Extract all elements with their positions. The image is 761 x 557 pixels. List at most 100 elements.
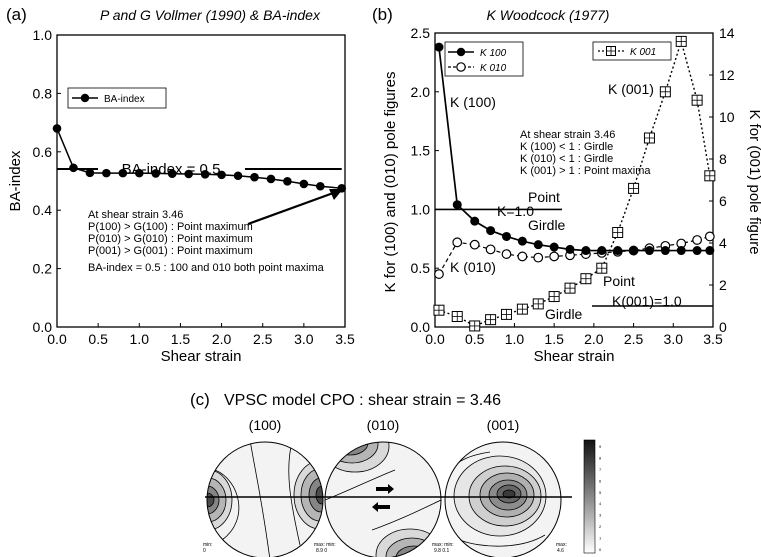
panel-b-y-tick-label: 2.0: [411, 84, 431, 100]
panel-a-legend: BA-index: [67, 87, 167, 109]
panel-a-y-tick-label: 0.4: [33, 202, 53, 218]
pole-figure-001: max: 4.6: [444, 441, 567, 557]
panel-b-series: [433, 35, 716, 332]
panel-a-point: [200, 169, 210, 179]
panel-a-reference-line: BA-index = 0.5: [57, 161, 342, 178]
panel-c-letter: (c): [190, 390, 210, 409]
point-k010: [533, 252, 544, 263]
legend-label-k001: K 001: [630, 47, 656, 58]
legend-marker-k001: [606, 46, 616, 56]
panel-a-x-tick-label: 3.0: [294, 331, 314, 347]
label-k-one: K=1.0: [497, 203, 534, 219]
pf100-min-value: 0: [203, 548, 206, 554]
panel-a-series: [52, 124, 347, 193]
point-k001: [580, 273, 592, 285]
point-k100: [676, 246, 686, 256]
panel-a-point: [184, 169, 193, 179]
panel-b-annotation-line-3: K (010) < 1 : Girdle: [520, 153, 613, 165]
panel-a-x-tick-label: 1.0: [130, 331, 150, 347]
panel-a-annotation-line-2: P(100) > G(100) : Point maximum: [88, 221, 253, 233]
pf001-max-label: max:: [556, 542, 567, 548]
point-k100: [486, 226, 496, 236]
panel-b-y-tick-label: 0.0: [411, 319, 431, 335]
panel-a-y-axis-title: BA-index: [7, 150, 24, 211]
panel-b-reference-lines: [435, 208, 713, 307]
contours-100: [207, 442, 323, 557]
point-k001: [532, 298, 544, 310]
panel-b-y2-tick-label: 10: [719, 109, 735, 125]
point-k100: [452, 200, 462, 210]
point-k010: [501, 249, 512, 259]
panel-b-annotation: At shear strain 3.46 K (100) < 1 : Girdl…: [520, 129, 651, 177]
scale-tick-label: 0: [599, 547, 602, 552]
panel-b-legend-right: K 001: [592, 41, 672, 61]
panel-a-ticks: 0.0 0.5 1.0 1.5 2.0 2.5 3.0 3.5 0.0 0.2 0.4 0.6 0.8 1…: [33, 27, 355, 347]
point-k001: [564, 282, 576, 294]
panel-b-y-axis-title: K for (100) and (010) pole figures: [382, 72, 399, 293]
pole-figure-100: min: 0 max: min: 8.9 0: [203, 441, 336, 557]
point-k001: [675, 35, 687, 47]
point-k100: [581, 246, 591, 256]
point-k100: [597, 246, 607, 256]
point-k001: [485, 314, 497, 326]
point-k010: [549, 251, 560, 262]
point-k001: [704, 170, 716, 182]
point-k010: [452, 237, 463, 248]
label-point-upper: Point: [528, 189, 560, 205]
panel-a-point: [250, 172, 259, 182]
point-k001: [548, 291, 560, 303]
label-point-lower: Point: [603, 273, 635, 289]
legend-marker-k010: [456, 62, 466, 72]
point-k100: [692, 246, 702, 256]
panel-a-point: [266, 174, 276, 184]
panel-a-point: [85, 168, 95, 178]
point-k001: [596, 262, 608, 274]
panel-c-cpo: (c) VPSC model CPO : shear strain = 3.46…: [190, 390, 602, 557]
point-k100: [644, 246, 654, 256]
panel-a-point: [167, 169, 177, 178]
point-k010: [704, 231, 715, 242]
panel-a-legend-label: BA-index: [104, 94, 145, 105]
point-k001: [451, 311, 463, 322]
pf010-max-value: 9.8 0.1: [434, 548, 450, 554]
panel-a-x-tick-label: 2.5: [253, 331, 273, 347]
label-girdle-upper: Girdle: [528, 217, 566, 233]
scale-tick-label: 3: [599, 513, 602, 518]
point-k001: [659, 86, 671, 98]
panel-a-point: [299, 179, 309, 189]
panel-b-chart: (b) K Woodcock (1977) 0.0 0.5 1.0 1.5 2.0 2.5…: [372, 5, 761, 365]
panel-a-point: [102, 168, 111, 178]
panel-a-x-tick-label: 0.5: [88, 331, 108, 347]
panel-a-point: [151, 169, 161, 178]
point-k100: [470, 216, 480, 226]
panel-a-annotation-arrow: [247, 190, 337, 226]
panel-b-annotation-line-4: K (001) > 1 : Point maxima: [520, 165, 651, 177]
panel-a-legend-marker: [80, 93, 90, 103]
panel-b-y-tick-label: 1.0: [411, 201, 431, 217]
panel-b-title: K Woodcock (1977): [487, 7, 610, 23]
panel-b-y2-tick-label: 0: [719, 319, 727, 335]
panel-b-x-tick-label: 1.5: [544, 331, 564, 347]
density-scale-bar: 9 8 7 6 5 4 3 2 1 0: [583, 439, 602, 554]
pf010-max-label: max: min:: [432, 542, 454, 548]
scale-tick-label: 1: [599, 536, 602, 541]
label-k100: K (100): [450, 94, 496, 110]
point-k001: [469, 320, 481, 332]
point-k100: [501, 231, 511, 241]
point-k100: [660, 246, 670, 256]
point-k100: [613, 246, 623, 256]
panel-b-annotation-line-2: K (100) < 1 : Girdle: [520, 141, 613, 153]
panel-b-x-tick-label: 0.0: [425, 331, 445, 347]
point-k100: [434, 42, 444, 52]
point-k100: [549, 242, 559, 252]
scale-tick-label: 2: [599, 524, 602, 529]
point-k010: [692, 235, 703, 245]
legend-label-k100: K 100: [480, 48, 507, 59]
panel-a-plot-frame: [56, 34, 346, 328]
point-k100: [705, 246, 715, 256]
panel-b-x-axis-title: Shear strain: [534, 348, 615, 365]
panel-b-y2-tick-label: 6: [719, 193, 727, 209]
panel-b-x-tick-label: 3.5: [703, 331, 723, 347]
panel-a-point: [233, 171, 243, 181]
